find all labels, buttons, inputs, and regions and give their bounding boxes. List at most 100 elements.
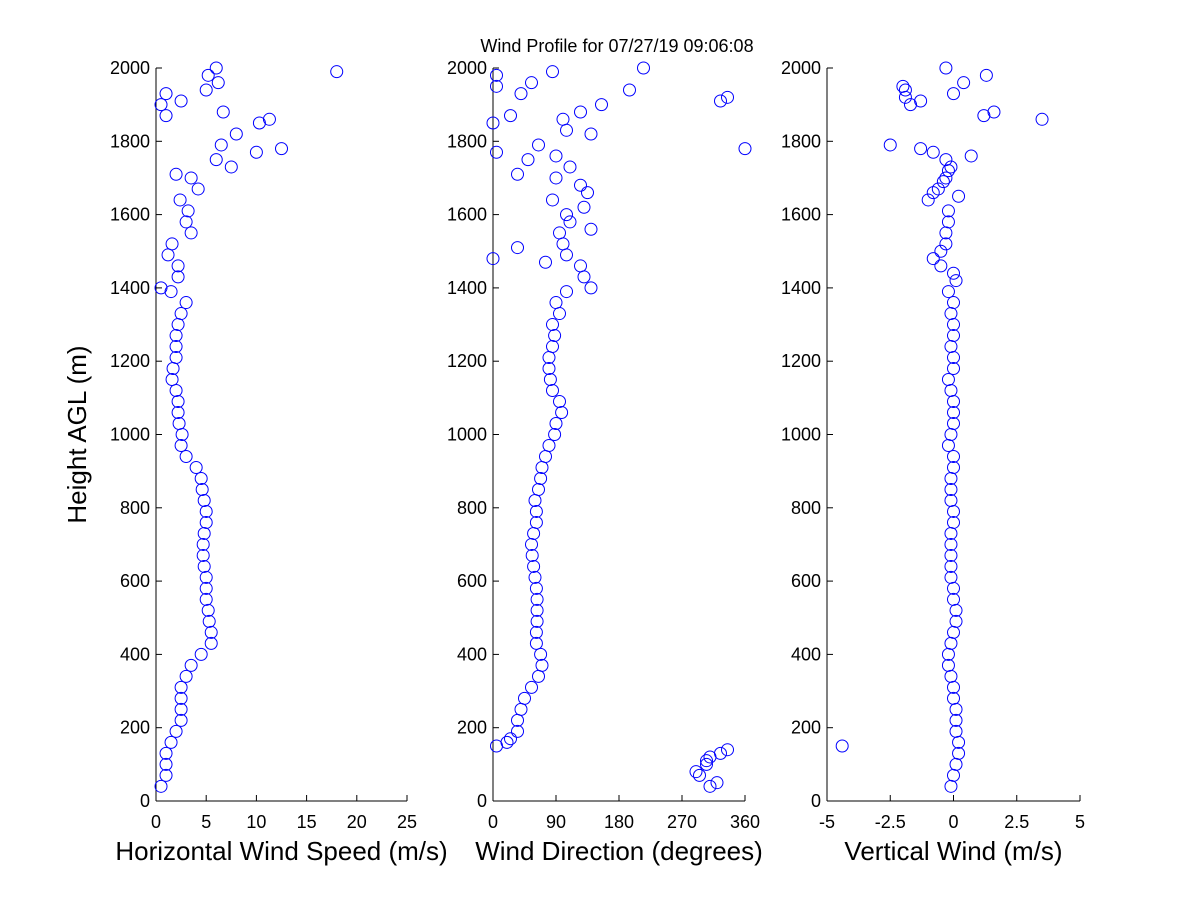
y-tick-label: 2000 bbox=[110, 58, 150, 78]
point bbox=[184, 171, 198, 185]
point bbox=[535, 658, 549, 672]
point bbox=[164, 285, 178, 299]
point bbox=[944, 779, 958, 793]
point bbox=[896, 79, 910, 93]
point bbox=[553, 395, 566, 409]
point bbox=[530, 614, 544, 628]
y-tick-label: 1200 bbox=[110, 351, 150, 371]
point bbox=[563, 215, 577, 229]
point bbox=[835, 739, 849, 753]
point bbox=[949, 757, 963, 771]
point bbox=[504, 109, 517, 123]
y-tick-label: 1600 bbox=[110, 205, 150, 225]
point bbox=[883, 138, 897, 152]
point bbox=[181, 204, 195, 218]
point bbox=[525, 76, 538, 90]
point bbox=[947, 406, 960, 420]
point bbox=[490, 145, 503, 159]
point bbox=[542, 351, 556, 365]
point bbox=[525, 537, 538, 551]
x-tick-label: 2.5 bbox=[1004, 812, 1029, 832]
point bbox=[179, 296, 193, 310]
point bbox=[197, 493, 211, 507]
point bbox=[939, 237, 953, 251]
x-axis-label: Wind Direction (degrees) bbox=[475, 836, 763, 866]
point bbox=[700, 757, 713, 771]
point bbox=[154, 98, 168, 112]
point bbox=[944, 471, 958, 485]
point bbox=[165, 373, 179, 387]
point bbox=[216, 105, 230, 119]
y-tick-label: 0 bbox=[811, 791, 821, 811]
point bbox=[535, 460, 549, 474]
point bbox=[166, 362, 180, 376]
point bbox=[944, 570, 958, 584]
point bbox=[546, 65, 559, 79]
point bbox=[532, 482, 545, 496]
point bbox=[574, 178, 587, 192]
point bbox=[530, 592, 544, 606]
point bbox=[169, 329, 183, 343]
point bbox=[560, 248, 573, 262]
point bbox=[543, 373, 557, 387]
point bbox=[941, 658, 955, 672]
point bbox=[944, 559, 958, 573]
x-tick-label: 25 bbox=[397, 812, 417, 832]
point bbox=[944, 340, 958, 354]
point bbox=[542, 362, 556, 376]
point bbox=[201, 603, 215, 617]
point bbox=[947, 318, 960, 332]
point bbox=[947, 362, 960, 376]
y-tick-label: 400 bbox=[457, 644, 487, 664]
point bbox=[194, 647, 208, 661]
point bbox=[490, 68, 503, 82]
y-tick-label: 1800 bbox=[447, 131, 487, 151]
point bbox=[949, 713, 963, 727]
point bbox=[944, 636, 958, 650]
y-tick-label: 2000 bbox=[781, 58, 821, 78]
point bbox=[169, 351, 183, 365]
point bbox=[529, 581, 543, 595]
point bbox=[490, 79, 503, 93]
point bbox=[262, 112, 276, 126]
y-tick-label: 0 bbox=[140, 791, 150, 811]
point bbox=[154, 281, 168, 295]
point bbox=[563, 160, 577, 174]
point bbox=[560, 285, 573, 299]
point bbox=[714, 746, 727, 760]
point bbox=[941, 215, 955, 229]
point bbox=[941, 438, 955, 452]
point bbox=[209, 153, 223, 167]
point bbox=[174, 307, 188, 321]
y-tick-label: 1400 bbox=[447, 278, 487, 298]
point bbox=[577, 270, 591, 284]
point bbox=[229, 127, 243, 141]
point bbox=[549, 171, 563, 185]
point bbox=[947, 581, 960, 595]
point bbox=[189, 460, 203, 474]
point bbox=[204, 636, 218, 650]
point bbox=[637, 61, 650, 75]
point bbox=[721, 90, 734, 104]
point bbox=[529, 636, 543, 650]
point bbox=[174, 94, 188, 108]
point bbox=[949, 724, 963, 738]
y-tick-label: 800 bbox=[120, 498, 150, 518]
point bbox=[511, 713, 524, 727]
y-tick-label: 1800 bbox=[781, 131, 821, 151]
point bbox=[197, 526, 211, 540]
point bbox=[964, 149, 978, 163]
point bbox=[939, 153, 953, 167]
point bbox=[921, 193, 935, 207]
point bbox=[941, 285, 955, 299]
point bbox=[195, 482, 209, 496]
point bbox=[949, 614, 963, 628]
point bbox=[518, 691, 531, 705]
point bbox=[941, 647, 955, 661]
point bbox=[534, 471, 548, 485]
point bbox=[174, 713, 188, 727]
point bbox=[511, 167, 524, 181]
point bbox=[934, 244, 948, 258]
point bbox=[174, 438, 188, 452]
point bbox=[944, 160, 958, 174]
